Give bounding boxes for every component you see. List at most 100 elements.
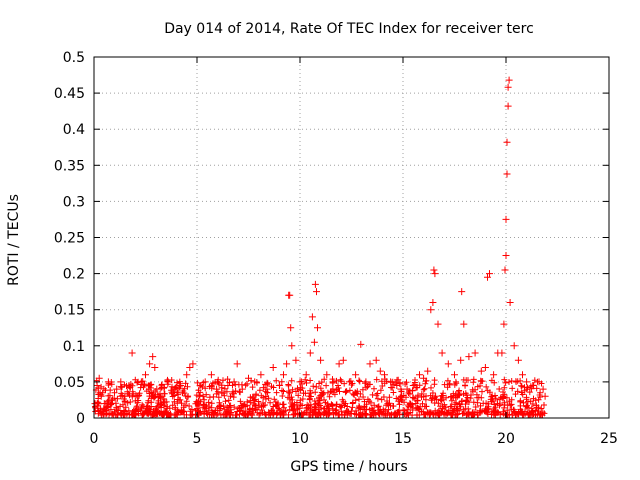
data-point bbox=[310, 338, 318, 346]
plot-frame bbox=[93, 56, 610, 419]
data-point bbox=[535, 378, 543, 386]
data-point bbox=[170, 385, 178, 393]
data-point bbox=[302, 371, 310, 379]
data-point bbox=[283, 360, 291, 368]
data-point bbox=[424, 367, 432, 375]
data-point bbox=[323, 371, 331, 379]
data-point bbox=[514, 356, 522, 364]
data-point bbox=[195, 392, 203, 400]
data-point bbox=[366, 360, 374, 368]
data-point bbox=[100, 400, 108, 408]
dense-data-band bbox=[92, 376, 548, 419]
data-point bbox=[376, 367, 384, 375]
data-point bbox=[434, 320, 442, 328]
data-point bbox=[317, 356, 325, 364]
y-tick-label: 0 bbox=[76, 411, 85, 427]
x-tick-label: 0 bbox=[90, 431, 99, 447]
data-point bbox=[97, 392, 105, 400]
chart-title: Day 014 of 2014, Rate Of TEC Index for r… bbox=[164, 21, 534, 37]
data-point bbox=[444, 360, 452, 368]
data-point bbox=[387, 378, 395, 386]
data-point bbox=[238, 385, 246, 393]
data-point bbox=[201, 378, 209, 386]
data-point bbox=[142, 371, 149, 379]
data-point bbox=[153, 385, 161, 393]
data-point bbox=[104, 378, 112, 386]
data-point bbox=[486, 270, 493, 278]
data-point bbox=[339, 356, 347, 364]
data-point bbox=[251, 378, 259, 386]
data-point bbox=[471, 349, 479, 357]
y-tick-label: 0.3 bbox=[63, 194, 85, 210]
data-point bbox=[296, 378, 304, 386]
y-axis-label: ROTI / TECUs bbox=[6, 194, 22, 286]
data-point bbox=[431, 270, 439, 278]
data-point bbox=[416, 371, 423, 379]
data-point bbox=[95, 374, 103, 382]
data-point bbox=[503, 170, 511, 178]
data-point bbox=[286, 291, 294, 299]
data-point bbox=[420, 374, 428, 382]
data-point bbox=[372, 356, 380, 364]
data-point bbox=[541, 392, 549, 400]
data-point bbox=[490, 371, 498, 379]
data-point bbox=[151, 364, 159, 371]
data-point bbox=[113, 385, 121, 393]
data-point bbox=[137, 378, 145, 386]
data-point bbox=[409, 382, 417, 389]
data-point bbox=[164, 378, 172, 386]
data-point bbox=[186, 364, 194, 371]
data-point bbox=[177, 382, 184, 389]
data-point bbox=[125, 382, 133, 389]
data-point bbox=[311, 280, 319, 288]
data-point bbox=[335, 360, 343, 368]
y-tick-label: 0.25 bbox=[54, 231, 85, 247]
data-point bbox=[218, 389, 226, 397]
data-point bbox=[263, 385, 271, 393]
y-tick-label: 0.4 bbox=[63, 122, 85, 138]
data-point bbox=[506, 299, 514, 306]
data-point bbox=[458, 288, 466, 296]
data-point bbox=[213, 385, 221, 393]
data-point bbox=[233, 360, 241, 368]
data-point bbox=[308, 313, 316, 321]
data-point bbox=[357, 340, 365, 348]
data-point bbox=[288, 342, 296, 350]
y-tick-label: 0.5 bbox=[63, 50, 85, 66]
data-point bbox=[505, 76, 513, 84]
data-point bbox=[381, 371, 388, 379]
data-point bbox=[438, 349, 446, 357]
y-tick-label: 0.35 bbox=[54, 158, 85, 174]
data-point bbox=[292, 356, 300, 364]
data-point bbox=[429, 299, 437, 306]
data-point bbox=[539, 385, 547, 393]
x-tick-label: 10 bbox=[291, 431, 309, 447]
data-point bbox=[362, 378, 370, 386]
data-point bbox=[121, 392, 129, 400]
data-point bbox=[287, 324, 295, 332]
data-point bbox=[504, 83, 512, 91]
grid-layer bbox=[94, 57, 609, 418]
data-points bbox=[91, 76, 549, 408]
data-point bbox=[275, 382, 283, 389]
data-point bbox=[498, 349, 506, 357]
data-point bbox=[109, 396, 116, 404]
data-point bbox=[117, 378, 125, 386]
data-point bbox=[313, 288, 320, 296]
data-point bbox=[403, 385, 411, 393]
data-point bbox=[245, 374, 252, 382]
data-point bbox=[484, 273, 491, 281]
data-point bbox=[460, 320, 468, 328]
data-point bbox=[314, 324, 321, 332]
tick-layer: 0 0.05 0.1 0.15 0.2 0.25 0.3 0.35 0.4 0.45 0.5 0 5 10… bbox=[54, 50, 618, 447]
data-point bbox=[329, 378, 337, 386]
data-point bbox=[207, 371, 215, 379]
data-point bbox=[503, 138, 511, 146]
data-point bbox=[91, 400, 99, 408]
data-point bbox=[481, 364, 489, 371]
data-point bbox=[504, 102, 512, 110]
data-point bbox=[523, 378, 531, 386]
data-point bbox=[133, 392, 141, 400]
data-point bbox=[501, 266, 509, 274]
